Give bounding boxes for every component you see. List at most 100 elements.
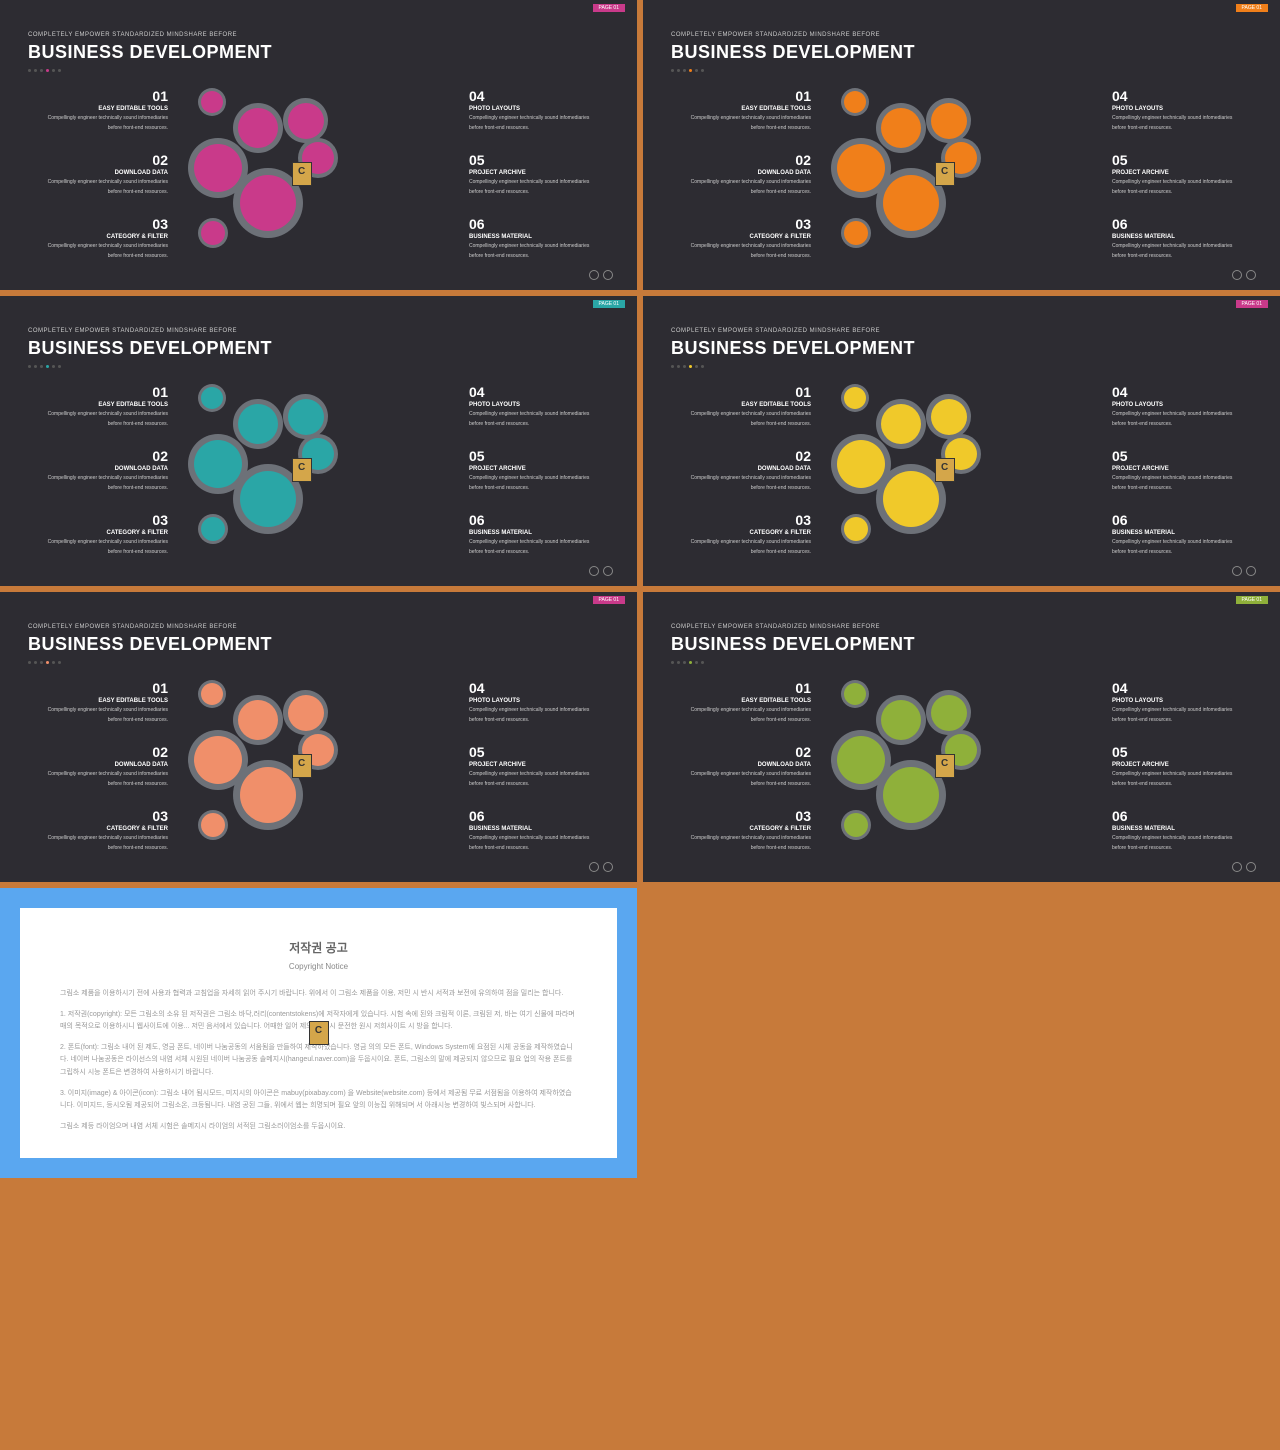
feature-item: 02 DOWNLOAD DATA Compellingly engineer t…: [28, 152, 168, 196]
gear-icon: [926, 394, 971, 439]
item-title: DOWNLOAD DATA: [28, 762, 168, 768]
left-column: 01 EASY EDITABLE TOOLS Compellingly engi…: [671, 88, 811, 280]
left-column: 01 EASY EDITABLE TOOLS Compellingly engi…: [671, 680, 811, 872]
item-desc: Compellingly engineer technically sound …: [28, 834, 168, 842]
right-column: 04 PHOTO LAYOUTS Compellingly engineer t…: [1112, 680, 1252, 872]
item-number: 04: [1112, 680, 1252, 696]
item-title: PROJECT ARCHIVE: [1112, 762, 1252, 768]
item-desc: Compellingly engineer technically sound …: [469, 114, 609, 122]
item-desc: before front-end resources.: [28, 124, 168, 132]
item-desc: before front-end resources.: [1112, 780, 1252, 788]
item-title: EASY EDITABLE TOOLS: [28, 106, 168, 112]
item-number: 05: [469, 448, 609, 464]
item-number: 05: [1112, 744, 1252, 760]
item-title: CATEGORY & FILTER: [671, 826, 811, 832]
feature-item: 02 DOWNLOAD DATA Compellingly engineer t…: [28, 744, 168, 788]
feature-item: 02 DOWNLOAD DATA Compellingly engineer t…: [671, 744, 811, 788]
item-title: PHOTO LAYOUTS: [1112, 106, 1252, 112]
nav-arrows[interactable]: [589, 566, 613, 576]
item-title: PHOTO LAYOUTS: [1112, 698, 1252, 704]
item-number: 01: [671, 384, 811, 400]
gear-icon: [198, 810, 228, 840]
gear-icon: [876, 695, 926, 745]
gear-icon: [198, 680, 226, 708]
item-desc: Compellingly engineer technically sound …: [28, 178, 168, 186]
copyright-subtitle: Copyright Notice: [60, 960, 577, 974]
item-desc: before front-end resources.: [671, 188, 811, 196]
item-title: PROJECT ARCHIVE: [469, 762, 609, 768]
slide-content: 01 EASY EDITABLE TOOLS Compellingly engi…: [28, 384, 609, 576]
item-desc: Compellingly engineer technically sound …: [469, 770, 609, 778]
item-title: DOWNLOAD DATA: [671, 762, 811, 768]
gear-icon: [841, 680, 869, 708]
nav-arrows[interactable]: [1232, 270, 1256, 280]
slide-content: 01 EASY EDITABLE TOOLS Compellingly engi…: [28, 680, 609, 872]
slide-content: 01 EASY EDITABLE TOOLS Compellingly engi…: [28, 88, 609, 280]
pretitle: COMPLETELY EMPOWER STANDARDIZED MINDSHAR…: [28, 328, 609, 334]
item-desc: before front-end resources.: [671, 548, 811, 556]
feature-item: 03 CATEGORY & FILTER Compellingly engine…: [671, 808, 811, 852]
item-desc: Compellingly engineer technically sound …: [1112, 834, 1252, 842]
item-desc: before front-end resources.: [1112, 252, 1252, 260]
item-desc: Compellingly engineer technically sound …: [469, 706, 609, 714]
item-desc: Compellingly engineer technically sound …: [1112, 114, 1252, 122]
presentation-slide: PAGE 01 COMPLETELY EMPOWER STANDARDIZED …: [0, 296, 637, 586]
item-desc: Compellingly engineer technically sound …: [671, 834, 811, 842]
feature-item: 01 EASY EDITABLE TOOLS Compellingly engi…: [671, 680, 811, 724]
feature-item: 06 BUSINESS MATERIAL Compellingly engine…: [1112, 512, 1252, 556]
feature-item: 06 BUSINESS MATERIAL Compellingly engine…: [1112, 808, 1252, 852]
item-title: DOWNLOAD DATA: [671, 466, 811, 472]
feature-item: 01 EASY EDITABLE TOOLS Compellingly engi…: [28, 88, 168, 132]
item-desc: Compellingly engineer technically sound …: [671, 706, 811, 714]
item-desc: before front-end resources.: [469, 124, 609, 132]
item-number: 04: [469, 88, 609, 104]
item-title: PROJECT ARCHIVE: [469, 466, 609, 472]
item-number: 05: [469, 744, 609, 760]
item-desc: before front-end resources.: [469, 252, 609, 260]
gear-icon: [841, 88, 869, 116]
gear-icon: [233, 103, 283, 153]
item-number: 04: [469, 384, 609, 400]
right-column: 04 PHOTO LAYOUTS Compellingly engineer t…: [469, 680, 609, 872]
nav-arrows[interactable]: [589, 270, 613, 280]
item-desc: before front-end resources.: [671, 484, 811, 492]
left-column: 01 EASY EDITABLE TOOLS Compellingly engi…: [28, 680, 168, 872]
gear-icon: [926, 98, 971, 143]
gear-icon: [841, 218, 871, 248]
nav-arrows[interactable]: [589, 862, 613, 872]
nav-arrows[interactable]: [1232, 566, 1256, 576]
item-desc: before front-end resources.: [28, 188, 168, 196]
feature-item: 03 CATEGORY & FILTER Compellingly engine…: [28, 808, 168, 852]
feature-item: 04 PHOTO LAYOUTS Compellingly engineer t…: [1112, 680, 1252, 724]
feature-item: 03 CATEGORY & FILTER Compellingly engine…: [28, 512, 168, 556]
copyright-para: 그림소 제등 라이엄으며 내염 서체 시험은 솔메지시 라이엄의 서적된 그림소…: [60, 1121, 577, 1134]
feature-item: 04 PHOTO LAYOUTS Compellingly engineer t…: [1112, 384, 1252, 428]
item-desc: before front-end resources.: [469, 188, 609, 196]
item-desc: before front-end resources.: [28, 484, 168, 492]
nav-arrows[interactable]: [1232, 862, 1256, 872]
gear-icon: [233, 399, 283, 449]
item-title: DOWNLOAD DATA: [671, 170, 811, 176]
item-title: PHOTO LAYOUTS: [469, 402, 609, 408]
item-desc: Compellingly engineer technically sound …: [469, 178, 609, 186]
item-number: 03: [671, 512, 811, 528]
item-number: 04: [469, 680, 609, 696]
logo-watermark: C: [292, 458, 312, 482]
presentation-slide: PAGE 01 COMPLETELY EMPOWER STANDARDIZED …: [0, 0, 637, 290]
item-desc: before front-end resources.: [469, 780, 609, 788]
right-column: 04 PHOTO LAYOUTS Compellingly engineer t…: [1112, 88, 1252, 280]
slide-content: 01 EASY EDITABLE TOOLS Compellingly engi…: [671, 384, 1252, 576]
item-title: PHOTO LAYOUTS: [469, 698, 609, 704]
item-title: BUSINESS MATERIAL: [469, 826, 609, 832]
item-desc: before front-end resources.: [28, 780, 168, 788]
item-number: 01: [28, 680, 168, 696]
item-desc: Compellingly engineer technically sound …: [671, 242, 811, 250]
gear-cluster: C: [178, 88, 459, 268]
item-desc: before front-end resources.: [671, 420, 811, 428]
item-number: 01: [671, 88, 811, 104]
item-desc: Compellingly engineer technically sound …: [1112, 538, 1252, 546]
left-column: 01 EASY EDITABLE TOOLS Compellingly engi…: [28, 384, 168, 576]
item-desc: before front-end resources.: [1112, 188, 1252, 196]
item-desc: Compellingly engineer technically sound …: [1112, 178, 1252, 186]
item-number: 06: [1112, 808, 1252, 824]
